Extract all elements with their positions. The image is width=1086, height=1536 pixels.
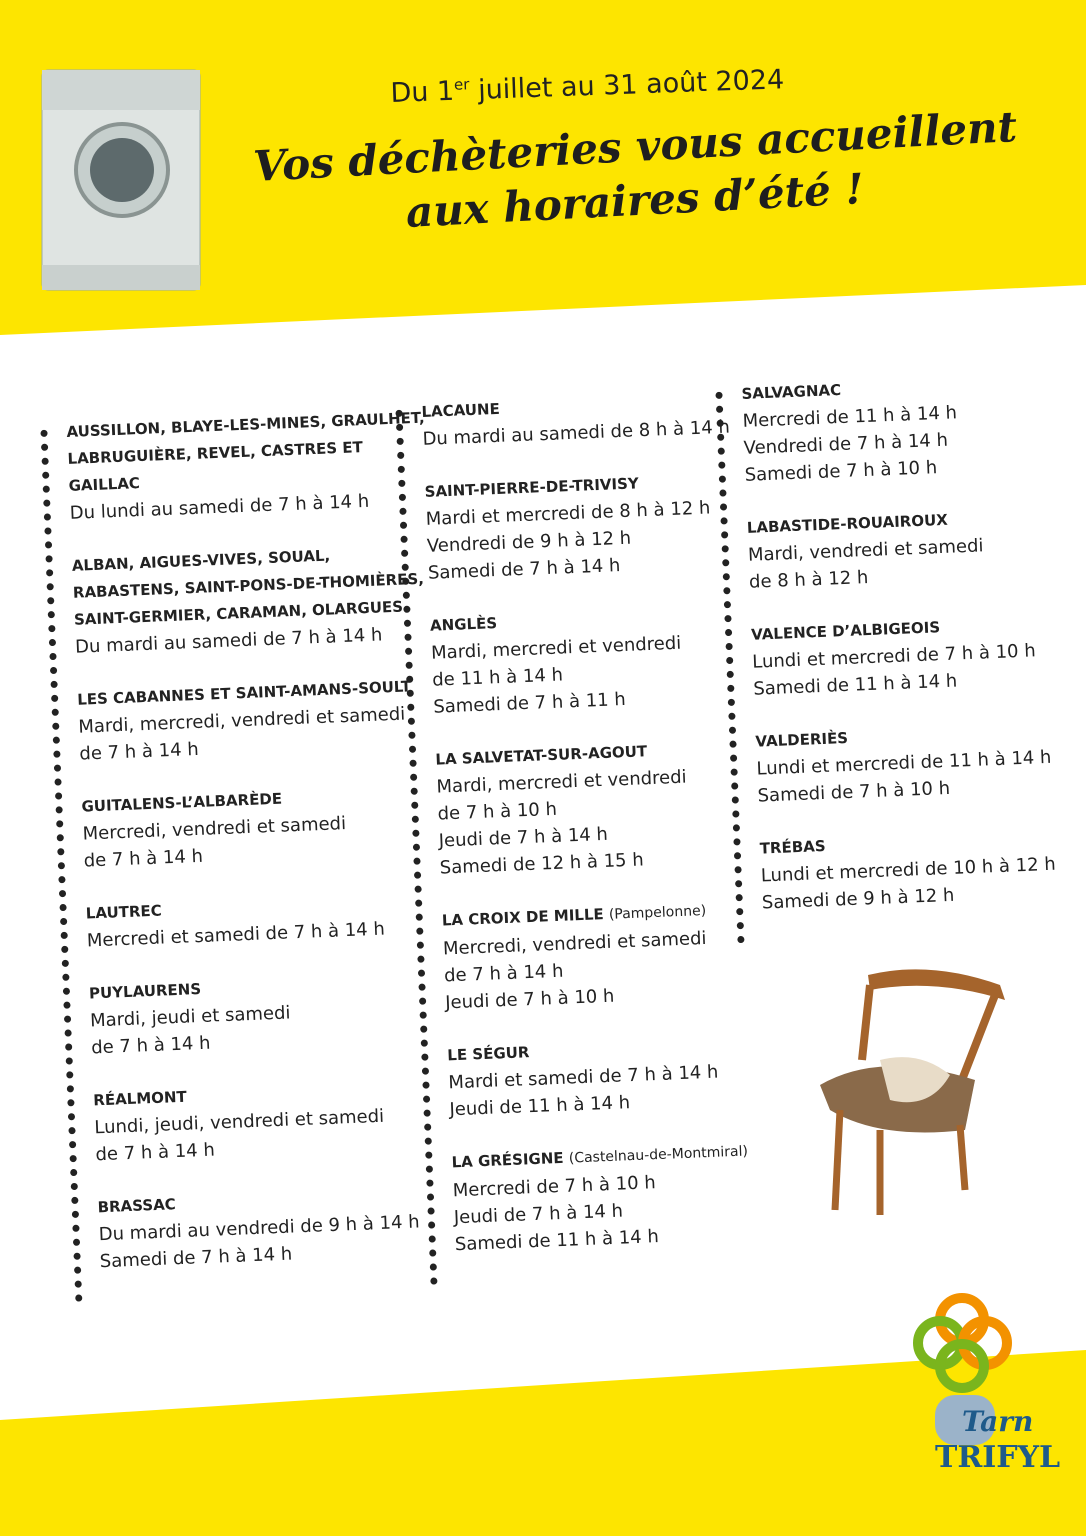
site-name-text: LA CROIX DE MILLE xyxy=(441,905,605,930)
column: LACAUNE Du mardi au samedi de 8 h à 14 h S… xyxy=(395,387,766,1286)
chair xyxy=(820,969,1005,1215)
site-name-text: SAINT-PIERRE-DE-TRIVISY xyxy=(424,474,640,501)
site-name: ALBAN, AIGUES-VIVES, SOUAL, RABASTENS, S… xyxy=(71,538,434,633)
entry: LACAUNE Du mardi au samedi de 8 h à 14 h xyxy=(421,387,733,453)
site-note: (Castelnau-de-Montmiral) xyxy=(568,1143,749,1167)
site-name-text: LA SALVETAT-SUR-AGOUT xyxy=(435,742,648,769)
entry: RÉALMONT Lundi, jeudi, vendredi et samedi… xyxy=(93,1073,456,1168)
site-name-text: SALVAGNAC xyxy=(741,380,842,403)
entry: ANGLÈS Mardi, mercredi et vendredi de 11 h… xyxy=(430,600,744,720)
site-name-text: VALENCE D’ALBIGEOIS xyxy=(750,618,941,644)
date-text: Du 1 xyxy=(390,75,455,109)
site-name-text: LA GRÉSIGNE xyxy=(451,1148,564,1172)
washing-machine xyxy=(41,69,201,291)
entry: LABASTIDE-ROUAIROUX Mardi, vendredi et sa… xyxy=(746,502,1079,596)
site-name-text: BRASSAC xyxy=(97,1195,177,1217)
site-name: AUSSILLON, BLAYE-LES-MINES, GRAULHET, LA… xyxy=(66,405,429,500)
site-name-text: PUYLAURENS xyxy=(88,980,202,1003)
entry: VALDERIÈS Lundi et mercredi de 11 h à 14 … xyxy=(755,715,1086,809)
entry: BRASSAC Du mardi au vendredi de 9 h à 14 … xyxy=(97,1180,460,1275)
entry: GUITALENS-L’ALBARÈDE Mercredi, vendredi e… xyxy=(81,779,444,874)
entry: LE SÉGUR Mardi et samedi de 7 h à 14 h Jeu… xyxy=(447,1030,760,1123)
top-band xyxy=(0,0,1086,335)
site-name-text: LACAUNE xyxy=(421,399,501,421)
bottom-band xyxy=(0,1350,1086,1536)
site-name-text: LAUTREC xyxy=(85,901,163,923)
date-sup: er xyxy=(453,75,470,94)
logo-top: Tarn xyxy=(962,1405,1034,1438)
entry: LAUTREC Mercredi et samedi de 7 h à 14 h xyxy=(85,886,447,954)
column: SALVAGNAC Mercredi de 11 h à 14 h Vendredi… xyxy=(715,368,1086,944)
site-name-text: ALBAN, AIGUES-VIVES, SOUAL, RABASTENS, S… xyxy=(71,546,425,629)
site-name-text: LE SÉGUR xyxy=(446,1043,530,1065)
entry: LA GRÉSIGNE (Castelnau-de-Montmiral) Merc… xyxy=(451,1137,765,1258)
site-name-text: AUSSILLON, BLAYE-LES-MINES, GRAULHET, LA… xyxy=(66,408,425,495)
column: AUSSILLON, BLAYE-LES-MINES, GRAULHET, LA… xyxy=(40,405,461,1303)
entry: LA SALVETAT-SUR-AGOUT Mardi, mercredi et … xyxy=(435,734,750,881)
site-name-text: ANGLÈS xyxy=(429,614,498,635)
entry: LA CROIX DE MILLE (Pampelonne) Mercredi, … xyxy=(441,895,755,1016)
entry: PUYLAURENS Mardi, jeudi et samedi de 7 h à… xyxy=(89,966,452,1061)
entry: ALBAN, AIGUES-VIVES, SOUAL, RABASTENS, S… xyxy=(71,538,435,660)
entry: SAINT-PIERRE-DE-TRIVISY Mardi et mercredi… xyxy=(424,466,738,586)
site-name-text: LABASTIDE-ROUAIROUX xyxy=(746,510,949,537)
site-note: (Pampelonne) xyxy=(608,902,707,923)
site-name-text: GUITALENS-L’ALBARÈDE xyxy=(81,789,283,816)
site-name-text: RÉALMONT xyxy=(92,1087,188,1110)
site-name-text: VALDERIÈS xyxy=(755,728,849,751)
entry: VALENCE D’ALBIGEOIS Lundi et mercredi de … xyxy=(751,609,1084,703)
entry: LES CABANNES ET SAINT-AMANS-SOULT Mardi, … xyxy=(77,672,440,767)
site-name-text: TRÉBAS xyxy=(759,836,826,858)
entry: SALVAGNAC Mercredi de 11 h à 14 h Vendredi… xyxy=(741,368,1075,489)
logo-clover xyxy=(913,1293,1012,1445)
logo-bottom: TRIFYL xyxy=(935,1440,1061,1475)
entry: AUSSILLON, BLAYE-LES-MINES, GRAULHET, LA… xyxy=(66,405,430,527)
entry: TRÉBAS Lundi et mercredi de 10 h à 12 h Sa… xyxy=(759,822,1086,916)
